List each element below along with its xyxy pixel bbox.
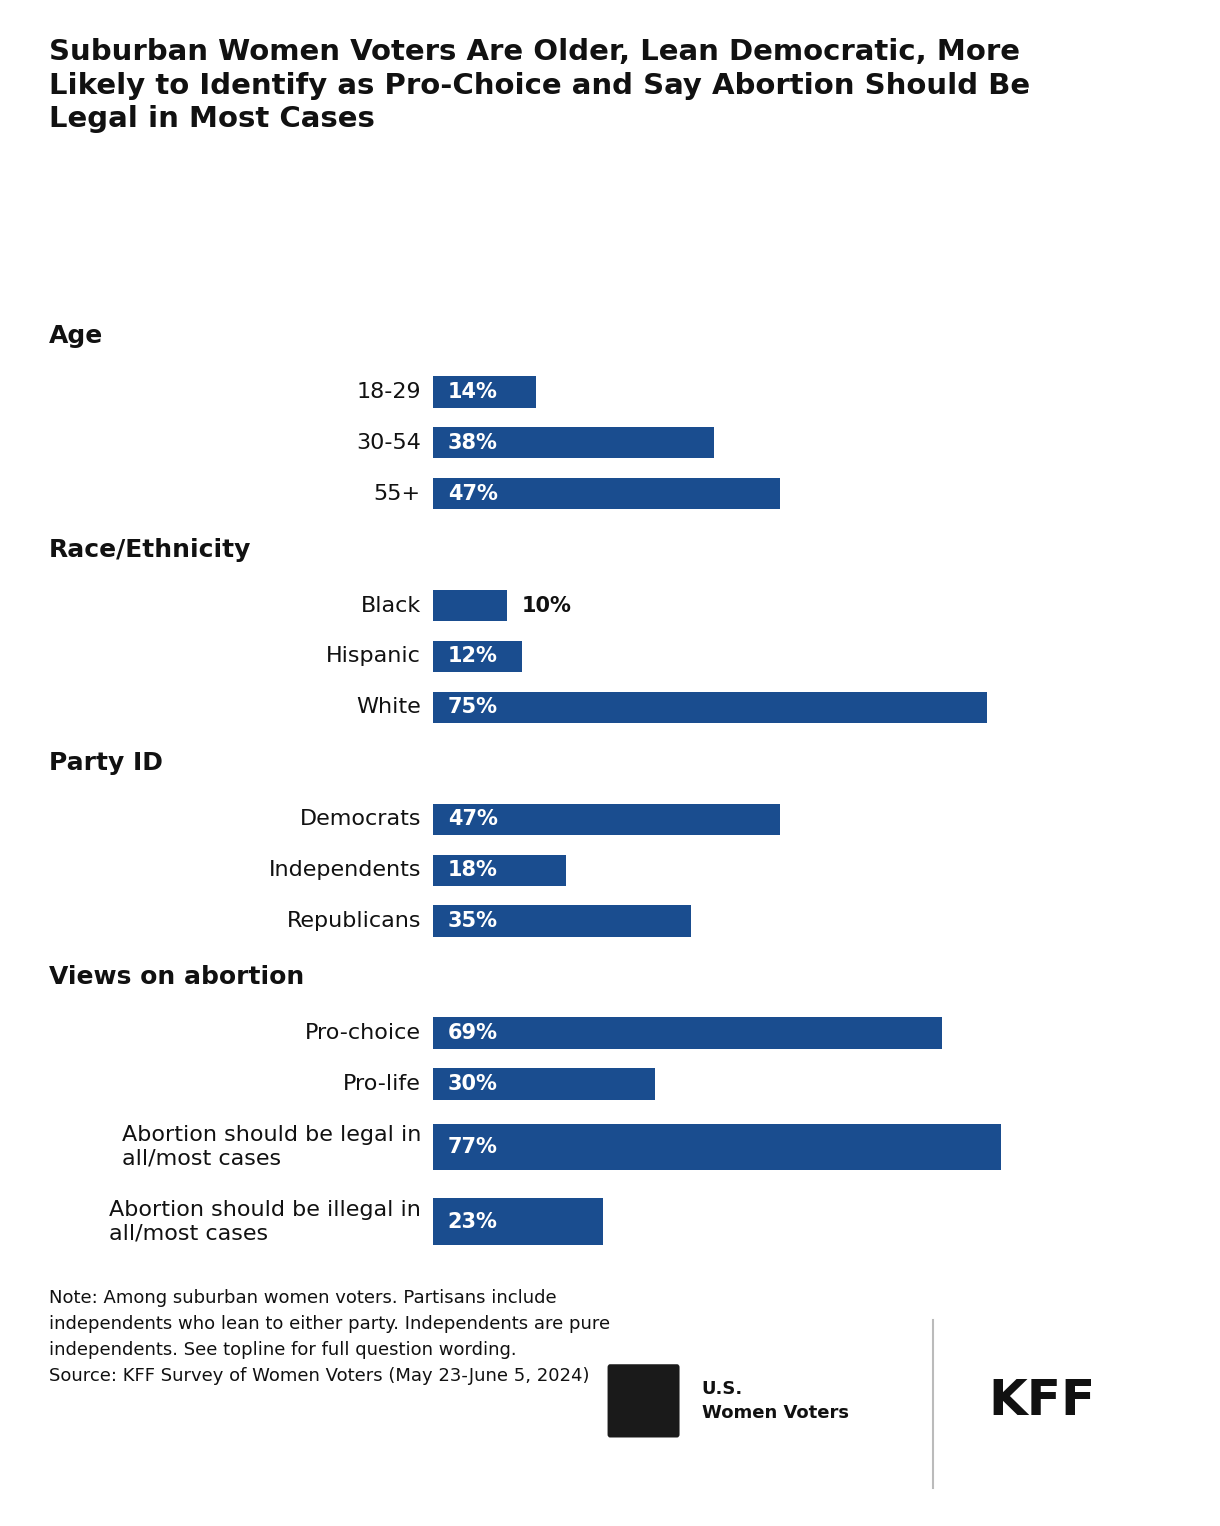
Text: Democrats: Democrats [299, 809, 421, 830]
Bar [433, 804, 780, 835]
Text: Age: Age [49, 324, 102, 348]
Text: 14%: 14% [448, 382, 498, 401]
FancyBboxPatch shape [608, 1364, 680, 1437]
Text: 12%: 12% [448, 647, 498, 667]
Text: Party ID: Party ID [49, 751, 162, 775]
Text: 47%: 47% [448, 809, 498, 830]
Text: 30-54: 30-54 [356, 433, 421, 453]
Text: 18%: 18% [448, 861, 498, 881]
Text: Pro-choice: Pro-choice [305, 1024, 421, 1044]
Bar [433, 1198, 603, 1245]
Bar [433, 641, 522, 673]
Bar [433, 375, 537, 407]
Text: Race/Ethnicity: Race/Ethnicity [49, 537, 251, 562]
Bar [433, 691, 987, 723]
Text: Views on abortion: Views on abortion [49, 966, 304, 989]
Text: 55+: 55+ [373, 484, 421, 504]
Bar [433, 478, 780, 510]
Text: 47%: 47% [448, 484, 498, 504]
Text: Black: Black [361, 595, 421, 615]
Text: 35%: 35% [448, 911, 498, 931]
Bar [433, 1123, 1002, 1170]
Text: Abortion should be legal in
all/most cases: Abortion should be legal in all/most cas… [122, 1125, 421, 1169]
Text: 30%: 30% [448, 1074, 498, 1094]
Text: 18-29: 18-29 [356, 382, 421, 401]
Text: Hispanic: Hispanic [326, 647, 421, 667]
Text: Abortion should be illegal in
all/most cases: Abortion should be illegal in all/most c… [109, 1199, 421, 1244]
Text: U.S.
Women Voters: U.S. Women Voters [702, 1380, 848, 1422]
Bar [433, 855, 566, 887]
Bar [433, 427, 714, 458]
Text: Suburban Women Voters Are Older, Lean Democratic, More
Likely to Identify as Pro: Suburban Women Voters Are Older, Lean De… [49, 38, 1030, 133]
Text: Note: Among suburban women voters. Partisans include
independents who lean to ei: Note: Among suburban women voters. Parti… [49, 1289, 610, 1384]
Text: KFF: KFF [988, 1376, 1096, 1425]
Bar [433, 589, 508, 621]
Text: 77%: 77% [448, 1137, 498, 1157]
Bar [433, 1068, 654, 1100]
Text: Republicans: Republicans [287, 911, 421, 931]
Text: 75%: 75% [448, 697, 498, 717]
Text: Pro-life: Pro-life [343, 1074, 421, 1094]
Text: 23%: 23% [448, 1212, 498, 1231]
Bar [433, 1018, 942, 1048]
Bar [433, 905, 692, 937]
Text: 10%: 10% [521, 595, 571, 615]
Text: Independents: Independents [268, 861, 421, 881]
Text: 69%: 69% [448, 1024, 498, 1044]
Text: 38%: 38% [448, 433, 498, 453]
Text: White: White [356, 697, 421, 717]
